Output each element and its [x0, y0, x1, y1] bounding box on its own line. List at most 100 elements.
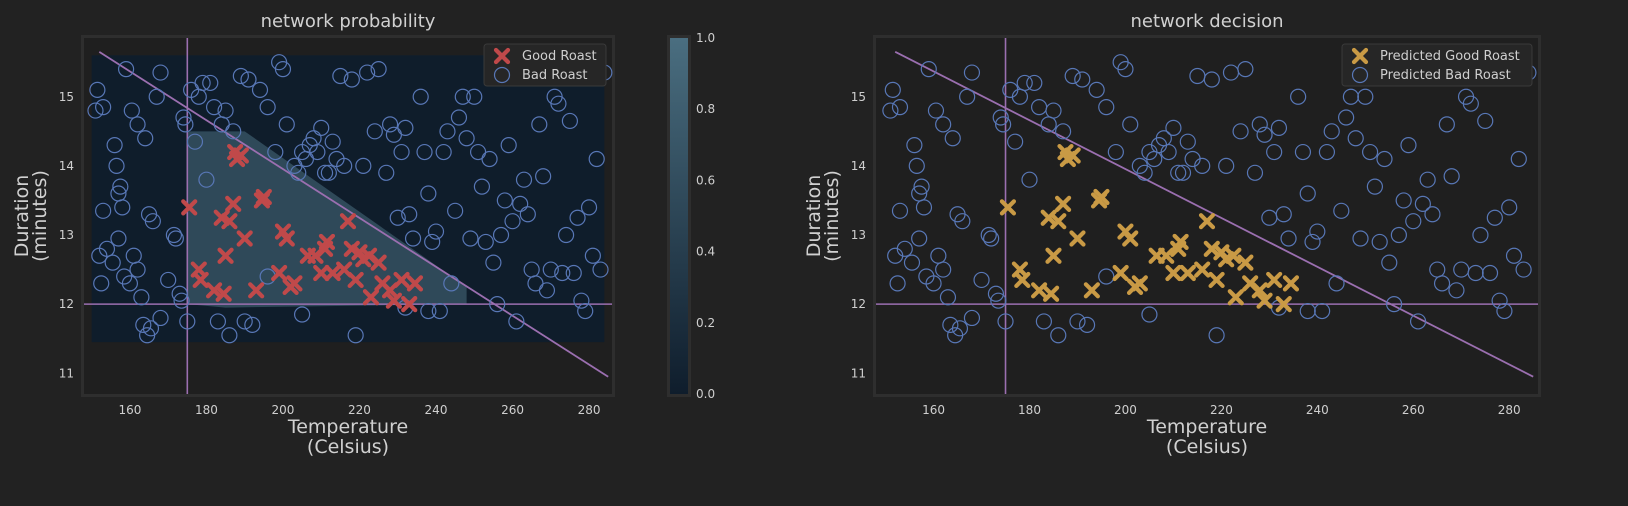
bad-roast-point [1496, 302, 1513, 320]
bad-roast-point [1342, 88, 1360, 105]
bad-roast-point [1376, 150, 1393, 168]
y-tick-label: 13 [851, 228, 866, 242]
bad-roast-point [240, 71, 257, 88]
colorbar-tick-label: 0.4 [696, 245, 715, 259]
bad-roast-point [508, 313, 525, 330]
bad-roast-point [550, 95, 567, 112]
bad-roast-point [891, 202, 909, 219]
good-roast-point [1122, 230, 1139, 247]
bad-roast-point [259, 99, 276, 116]
bad-roast-point [1016, 74, 1033, 92]
bad-roast-point [481, 150, 498, 168]
x-tick-label: 200 [1114, 403, 1137, 417]
good-roast-point-stroke [248, 282, 265, 299]
good-roast-point-stroke [1064, 147, 1081, 164]
good-roast-point-stroke [1225, 247, 1242, 264]
bad-roast-point [531, 116, 548, 133]
good-roast-point-stroke [1093, 188, 1110, 206]
bad-roast-point [1194, 157, 1211, 174]
x-tick-label: 220 [1210, 403, 1233, 417]
bad-roast-point [1045, 102, 1062, 119]
bad-roast-point [1179, 133, 1196, 150]
good-roast-point-stroke [370, 254, 387, 271]
bad-roast-point [538, 282, 556, 299]
bad-roast-point [1054, 123, 1072, 140]
bad-roast-point [393, 143, 410, 161]
bad-roast-point [992, 109, 1009, 126]
good-roast-point [999, 199, 1017, 216]
bad-roast-point [1203, 71, 1220, 88]
legend: Predicted Good Roast Predicted Bad Roast [1341, 43, 1533, 87]
good-roast-point-stroke [1208, 271, 1225, 289]
good-roast-point-stroke [278, 230, 295, 247]
bad-roast-point [1299, 185, 1316, 202]
good-roast-point-stroke [181, 199, 198, 216]
bad-roast-point [485, 254, 502, 271]
bad-roast-point [1400, 137, 1417, 154]
bad-roast-point [129, 261, 146, 278]
bad-roast-point [1438, 116, 1455, 133]
good-roast-point [1031, 282, 1048, 299]
bad-roast-point [1098, 99, 1115, 116]
good-roast-point-stroke [406, 275, 424, 292]
bad-roast-point [935, 261, 952, 278]
good-roast-point-stroke [393, 271, 410, 289]
x-axis-label-unit: (Celsius) [1166, 436, 1248, 458]
y-tick-label: 15 [851, 90, 866, 104]
good-roast-point-stroke [339, 213, 357, 230]
bad-roast-point [1088, 81, 1105, 98]
good-roast-point [1014, 271, 1031, 289]
bad-roast-point [1510, 150, 1527, 168]
bad-roast-point [1419, 171, 1436, 188]
bad-roast-point [963, 309, 981, 327]
bad-roast-point [293, 306, 311, 323]
y-tick-label: 11 [851, 366, 866, 380]
good-roast-point-stroke [336, 261, 353, 278]
bad-roast-point [1338, 109, 1355, 126]
bad-roast-point [944, 130, 961, 147]
bad-roast-point [1395, 192, 1412, 209]
bad-roast-point [225, 123, 242, 140]
bad-roast-point [1021, 171, 1038, 188]
good-roast-point [225, 195, 242, 213]
decision-panel: 160 180 200 220 240 260 280 11 12 13 14 15 network… [803, 11, 1541, 458]
good-roast-point [1256, 292, 1273, 309]
bad-roast-point [1208, 327, 1225, 344]
good-roast-point [278, 230, 295, 247]
bad-roast-point [477, 233, 494, 251]
y-tick-label: 12 [851, 297, 866, 311]
bad-roast-point [370, 61, 387, 78]
bad-roast-point [466, 88, 483, 105]
bad-roast-point [1491, 292, 1508, 309]
good-roast-point-stroke [286, 275, 303, 292]
x-tick-label: 220 [348, 403, 371, 417]
colorbar-tick-label: 0.6 [696, 173, 715, 187]
bad-roast-point [1160, 143, 1177, 161]
bad-roast-point [1098, 268, 1115, 285]
good-roast-point-stroke [1045, 247, 1062, 264]
bad-roast-point [577, 302, 594, 320]
good-roast-point-stroke [1054, 195, 1072, 213]
colorbar-tick-label: 1.0 [696, 31, 715, 45]
bad-roast-point [1347, 130, 1364, 147]
good-roast-point-stroke [1242, 275, 1259, 292]
good-roast-point [339, 213, 357, 230]
good-roast-point-stroke [318, 233, 336, 251]
bad-roast-point [316, 164, 334, 181]
bad-roast-point [1218, 157, 1235, 174]
good-roast-point [370, 254, 387, 271]
bad-roast-point [347, 327, 364, 344]
good-roast-point [313, 264, 330, 282]
good-roast-point [362, 289, 380, 306]
bad-roast-point [462, 230, 479, 247]
good-roast-point-stroke [1275, 296, 1292, 313]
bad-roast-point [274, 61, 292, 78]
bad-roast-point [171, 285, 188, 302]
bad-roast-point [588, 150, 605, 168]
bad-roast-point [447, 202, 464, 219]
bad-roast-point [896, 240, 913, 257]
good-roast-point-stroke [213, 209, 230, 226]
colorbar-tick-label: 0.8 [696, 102, 715, 116]
bad-roast-point [1270, 119, 1288, 136]
bad-roast-point [95, 99, 112, 116]
